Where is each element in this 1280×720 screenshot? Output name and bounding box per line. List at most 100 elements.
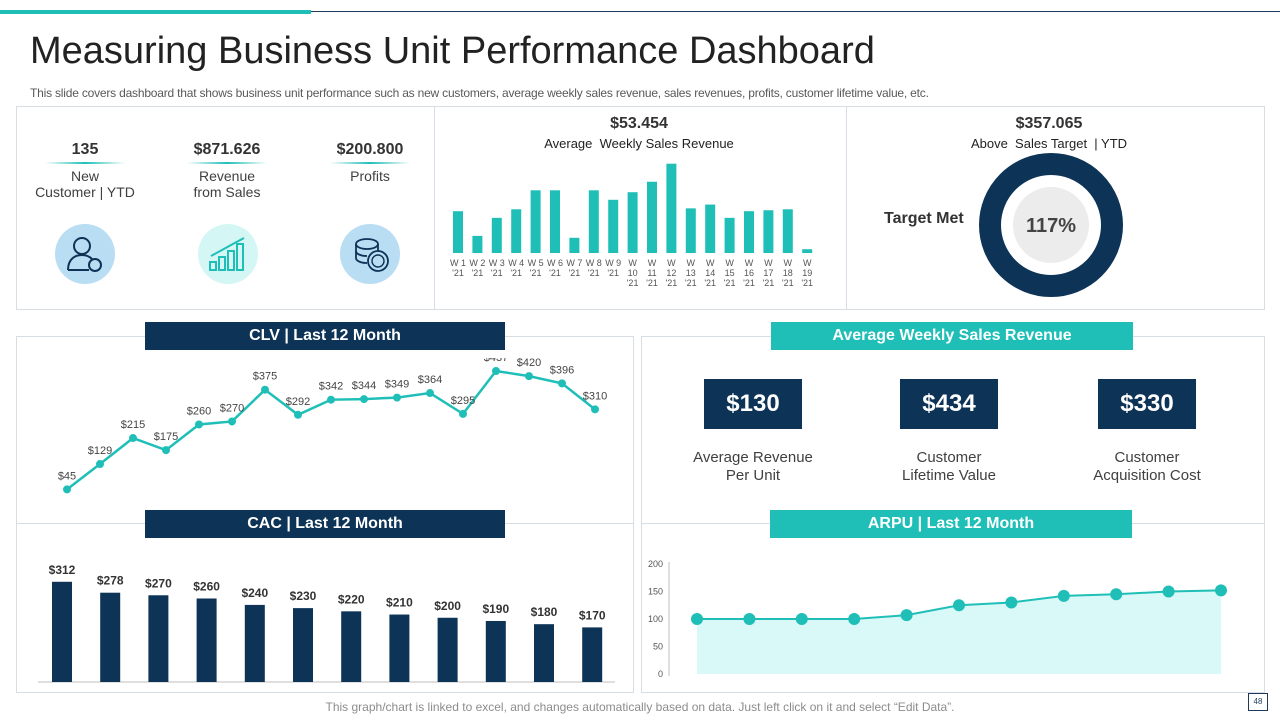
weekly-bar — [511, 209, 522, 253]
weekly-tick-label: W — [648, 258, 657, 268]
weekly-tick-label: '21 — [801, 278, 813, 288]
clv-banner: CLV | Last 12 Month — [145, 322, 505, 350]
footer-note: This graph/chart is linked to excel, and… — [325, 700, 955, 714]
clv-point — [162, 446, 170, 455]
weekly-bar — [802, 249, 813, 253]
clv-data-label: $129 — [88, 445, 112, 457]
weekly-bar — [491, 217, 502, 253]
arpu-y-tick-label: 0 — [658, 669, 663, 679]
weekly-tick-label: 17 — [763, 268, 773, 278]
clv-data-label: $270 — [220, 402, 244, 414]
clv-point — [558, 379, 566, 388]
clv-data-label: $175 — [154, 431, 178, 443]
top-accent-bar — [0, 10, 311, 14]
cac-chart: $312 $278 $270 $260 $240 $230 $220 $210 $200 $190… — [38, 563, 615, 683]
bar-growth-icon — [198, 224, 258, 284]
kpi-underline — [330, 162, 410, 164]
weekly-tick-label: W — [628, 258, 637, 268]
aws-panel — [641, 336, 1265, 524]
kpi-label-line1: Profits — [350, 168, 390, 184]
weekly-tick-label: '21 — [569, 268, 581, 278]
weekly-tick-label: W — [687, 258, 696, 268]
arpu-point — [795, 613, 808, 625]
page-title: Measuring Business Unit Performance Dash… — [30, 30, 875, 72]
donut-percent: 117% — [1026, 215, 1076, 237]
clv-point — [294, 410, 302, 419]
kpi-label-line2: from Sales — [193, 184, 261, 200]
arpu-y-tick-label: 150 — [648, 587, 663, 597]
arpu-point — [1005, 596, 1018, 609]
metric-label-line1: Average Revenue — [693, 449, 813, 466]
weekly-tick-label: '21 — [607, 268, 619, 278]
donut-ring — [979, 153, 1123, 297]
weekly-tick-label: '21 — [646, 278, 658, 288]
clv-data-label: $295 — [451, 395, 475, 407]
cac-bar — [389, 614, 410, 682]
clv-data-label: $364 — [418, 374, 442, 386]
kpi-label-line1: Revenue — [198, 168, 256, 184]
page-number: 48 — [1248, 693, 1268, 711]
cac-bar — [100, 592, 121, 682]
clv-data-label: $310 — [583, 390, 607, 402]
weekly-bar — [782, 209, 793, 253]
weekly-tick-label: '21 — [685, 278, 697, 288]
weekly-tick-label: '21 — [782, 278, 794, 288]
weekly-tick-label: '21 — [627, 278, 639, 288]
kpi-underline — [45, 162, 125, 164]
weekly-tick-label: W 9 — [605, 258, 621, 268]
weekly-tick-label: W — [667, 258, 676, 268]
weekly-tick-label: 18 — [783, 268, 793, 278]
weekly-tick-label: '21 — [452, 268, 464, 278]
cac-bar — [437, 617, 458, 682]
metric-cac-label: Customer Acquisition Cost — [1047, 449, 1247, 485]
weekly-tick-label: '21 — [510, 268, 522, 278]
weekly-bar — [685, 208, 696, 253]
kpi-label-line2: Customer | YTD — [35, 184, 135, 200]
top-rule — [0, 11, 1280, 12]
weekly-tick-label: 11 — [647, 268, 656, 278]
weekly-sales-value: $53.454 — [610, 115, 668, 132]
metric-clv-value: $434 — [900, 379, 998, 429]
weekly-tick-label: '21 — [530, 268, 542, 278]
weekly-tick-label: W — [784, 258, 793, 268]
weekly-bar — [666, 163, 677, 253]
clv-point — [327, 395, 335, 404]
weekly-tick-label: W — [745, 258, 754, 268]
weekly-bar — [530, 190, 541, 253]
aws-banner: Average Weekly Sales Revenue — [771, 322, 1133, 350]
weekly-tick-label: W 2 — [469, 258, 485, 268]
cac-data-label: $170 — [579, 608, 606, 622]
weekly-tick-label: '21 — [491, 268, 503, 278]
cac-data-label: $220 — [338, 592, 365, 606]
clv-data-label: $344 — [352, 380, 376, 392]
weekly-tick-label: W 7 — [566, 258, 582, 268]
weekly-tick-label: '21 — [666, 278, 678, 288]
clv-point — [129, 434, 137, 443]
metric-arpu-label: Average Revenue Per Unit — [653, 449, 853, 485]
clv-point — [195, 420, 203, 429]
kpi-underline — [187, 162, 267, 164]
arpu-point — [743, 613, 756, 625]
weekly-tick-label: W — [706, 258, 715, 268]
weekly-tick-label: W — [725, 258, 734, 268]
arpu-banner: ARPU | Last 12 Month — [770, 510, 1132, 538]
cac-bar — [148, 595, 169, 682]
arpu-y-tick-label: 50 — [653, 642, 663, 652]
cac-data-label: $200 — [434, 599, 461, 613]
weekly-tick-label: W 4 — [508, 258, 524, 268]
target-donut: 117% — [979, 153, 1123, 297]
weekly-tick-label: '21 — [724, 278, 736, 288]
weekly-tick-label: 16 — [744, 268, 754, 278]
clv-point — [393, 393, 401, 402]
metric-label-line2: Acquisition Cost — [1093, 467, 1201, 484]
weekly-tick-label: W 3 — [489, 258, 505, 268]
clv-point — [525, 372, 533, 381]
kpi-revenue-label: Revenue from Sales — [157, 168, 297, 200]
cac-data-label: $270 — [145, 576, 172, 590]
arpu-y-tick-label: 100 — [648, 614, 663, 624]
arpu-point — [900, 609, 913, 622]
weekly-tick-label: W — [803, 258, 812, 268]
cac-data-label: $240 — [241, 586, 268, 600]
arpu-point — [1215, 584, 1227, 597]
weekly-tick-label: '21 — [704, 278, 716, 288]
